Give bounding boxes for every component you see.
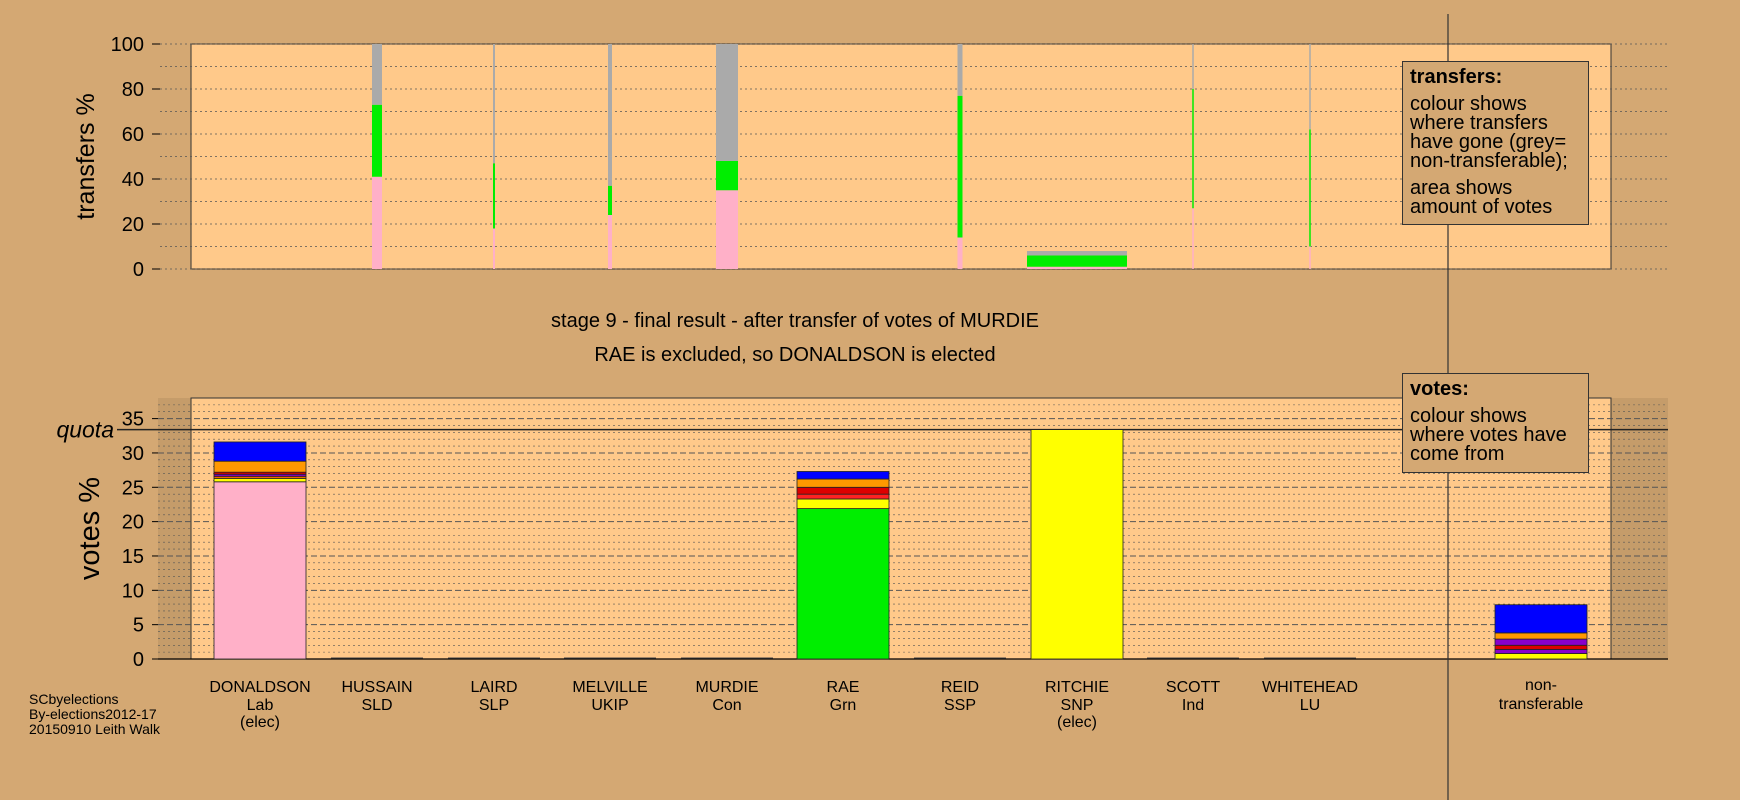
transfers-axis-label: transfers %: [72, 93, 100, 219]
transfers-chart: 0 20 40 60 80 100 transfers %: [72, 34, 1668, 281]
candidate-name-donaldson: DONALDSON: [209, 679, 310, 696]
transfer-bar-segment-hussain: [372, 176, 382, 269]
vote-bar-segment-nontransferable: [1494, 632, 1588, 640]
votes-legend-title: votes:: [1410, 378, 1469, 400]
candidate-name-reid: REID: [941, 679, 979, 696]
credit-line-3: 20150910 Leith Walk: [29, 721, 161, 737]
candidate-name-whitehead: WHITEHEAD: [1262, 679, 1358, 696]
vote-bar-segment-nontransferable: [1494, 648, 1588, 654]
transfer-bar-segment-melville: [608, 185, 612, 215]
votes-tick-label: 30: [122, 443, 144, 465]
candidate-name-scott: SCOTT: [1166, 679, 1220, 696]
transfers-tick-label: 0: [133, 259, 144, 281]
vote-bar-segment-nontransferable: [1494, 644, 1588, 650]
votes-tick-label: 35: [122, 409, 144, 431]
candidate-party-whitehead: LU: [1300, 697, 1320, 714]
candidate-status-donaldson: (elec): [240, 714, 280, 731]
transfers-legend: transfers: colour shows where transfers …: [1402, 61, 1589, 225]
transfer-bar-segment-laird: [493, 44, 495, 164]
transfer-bar-segment-laird: [493, 228, 495, 269]
vote-bar-segment-nontransferable: [1494, 638, 1588, 646]
candidate-name-ritchie: RITCHIE: [1045, 679, 1109, 696]
transfer-bar-segment-hussain: [372, 44, 382, 105]
stage-title: stage 9 - final result - after transfer …: [551, 310, 1039, 332]
transfer-bar-segment-scott: [1192, 208, 1194, 269]
transfer-bar-segment-whitehead: [1309, 44, 1311, 130]
vote-bar-segment-rae: [796, 508, 890, 660]
transfers-tick-label: 60: [122, 124, 144, 146]
transfer-bar-segment-scott: [1192, 44, 1194, 89]
credit-line-2: By-elections2012-17: [29, 706, 157, 722]
credit-line-1: SCbyelections: [29, 691, 119, 707]
transfer-bar-segment-hussain: [372, 104, 382, 177]
vote-bar-segment-rae: [796, 486, 890, 495]
candidate-party-melville: UKIP: [591, 697, 628, 714]
transfer-bar-segment-ritchie: [1027, 266, 1127, 269]
transfer-bar-segment-melville: [608, 44, 612, 186]
votes-tick-label: 20: [122, 512, 144, 534]
vote-bar-segment-donaldson: [213, 481, 307, 660]
vote-bar-segment-rae: [796, 493, 890, 500]
votes-legend: votes: colour shows where votes have com…: [1402, 373, 1589, 473]
vote-bar-segment-donaldson: [213, 477, 307, 483]
nontransferable-label-1: non-: [1525, 677, 1557, 694]
votes-axis-label: votes %: [74, 477, 106, 580]
votes-legend-text: colour shows where votes have come from: [1410, 405, 1567, 465]
transfers-legend-title: transfers:: [1410, 66, 1503, 88]
candidate-name-hussain: HUSSAIN: [341, 679, 412, 696]
candidate-party-hussain: SLD: [361, 697, 392, 714]
vote-bar-segment-donaldson: [213, 460, 307, 473]
transfer-bar-segment-murdie: [716, 161, 738, 191]
candidate-name-rae: RAE: [827, 679, 860, 696]
transfer-bar-segment-scott: [1192, 89, 1194, 209]
transfer-bar-segment-whitehead: [1309, 246, 1311, 269]
transfer-bar-segment-murdie: [716, 44, 738, 161]
vote-bar-segment-nontransferable: [1494, 604, 1588, 634]
candidate-party-scott: Ind: [1182, 697, 1204, 714]
credit-block: SCbyelections By-elections2012-17 201509…: [29, 692, 160, 737]
transfer-bar-segment-reid: [957, 237, 963, 269]
candidate-status-ritchie: (elec): [1057, 714, 1097, 731]
transfer-bar-segment-laird: [493, 163, 495, 229]
candidate-party-rae: Grn: [830, 697, 857, 714]
transfers-legend-text-2: area shows amount of votes: [1410, 177, 1553, 218]
transfer-bar-segment-reid: [957, 95, 963, 238]
votes-tick-label: 0: [133, 649, 144, 671]
nontransferable-label-2: transferable: [1499, 696, 1584, 713]
transfers-tick-label: 100: [111, 34, 144, 56]
votes-tick-label: 10: [122, 580, 144, 602]
transfer-bar-segment-murdie: [716, 190, 738, 269]
transfers-tick-label: 80: [122, 79, 144, 101]
candidate-party-murdie: Con: [712, 697, 741, 714]
stage-subtitle: RAE is excluded, so DONALDSON is elected: [594, 344, 995, 366]
transfers-tick-label: 40: [122, 169, 144, 191]
candidate-party-laird: SLP: [479, 697, 509, 714]
candidate-name-laird: LAIRD: [470, 679, 517, 696]
vote-bar-segment-rae: [796, 478, 890, 488]
transfer-bar-segment-whitehead: [1309, 129, 1311, 247]
candidate-name-melville: MELVILLE: [572, 679, 647, 696]
transfer-bar-segment-melville: [608, 215, 612, 269]
transfer-bar-segment-reid: [957, 44, 963, 96]
transfers-legend-text-1: colour shows where transfers have gone (…: [1410, 93, 1568, 172]
vote-bar-segment-donaldson: [213, 441, 307, 462]
transfer-bar-segment-ritchie: [1027, 255, 1127, 267]
vote-bar-segment-nontransferable: [1494, 653, 1588, 660]
vote-bar-segment-rae: [796, 498, 890, 509]
votes-tick-label: 25: [122, 477, 144, 499]
candidate-party-ritchie: SNP: [1061, 697, 1094, 714]
vote-bar-segment-ritchie: [1030, 429, 1124, 660]
candidate-name-murdie: MURDIE: [695, 679, 758, 696]
candidate-party-donaldson: Lab: [247, 697, 274, 714]
votes-tick-label: 5: [133, 615, 144, 637]
transfer-bar-segment-ritchie: [1027, 251, 1127, 256]
candidate-party-reid: SSP: [944, 697, 976, 714]
vote-bar-segment-rae: [796, 471, 890, 480]
quota-label: quota: [56, 417, 114, 443]
votes-tick-label: 15: [122, 546, 144, 568]
transfers-tick-label: 20: [122, 214, 144, 236]
